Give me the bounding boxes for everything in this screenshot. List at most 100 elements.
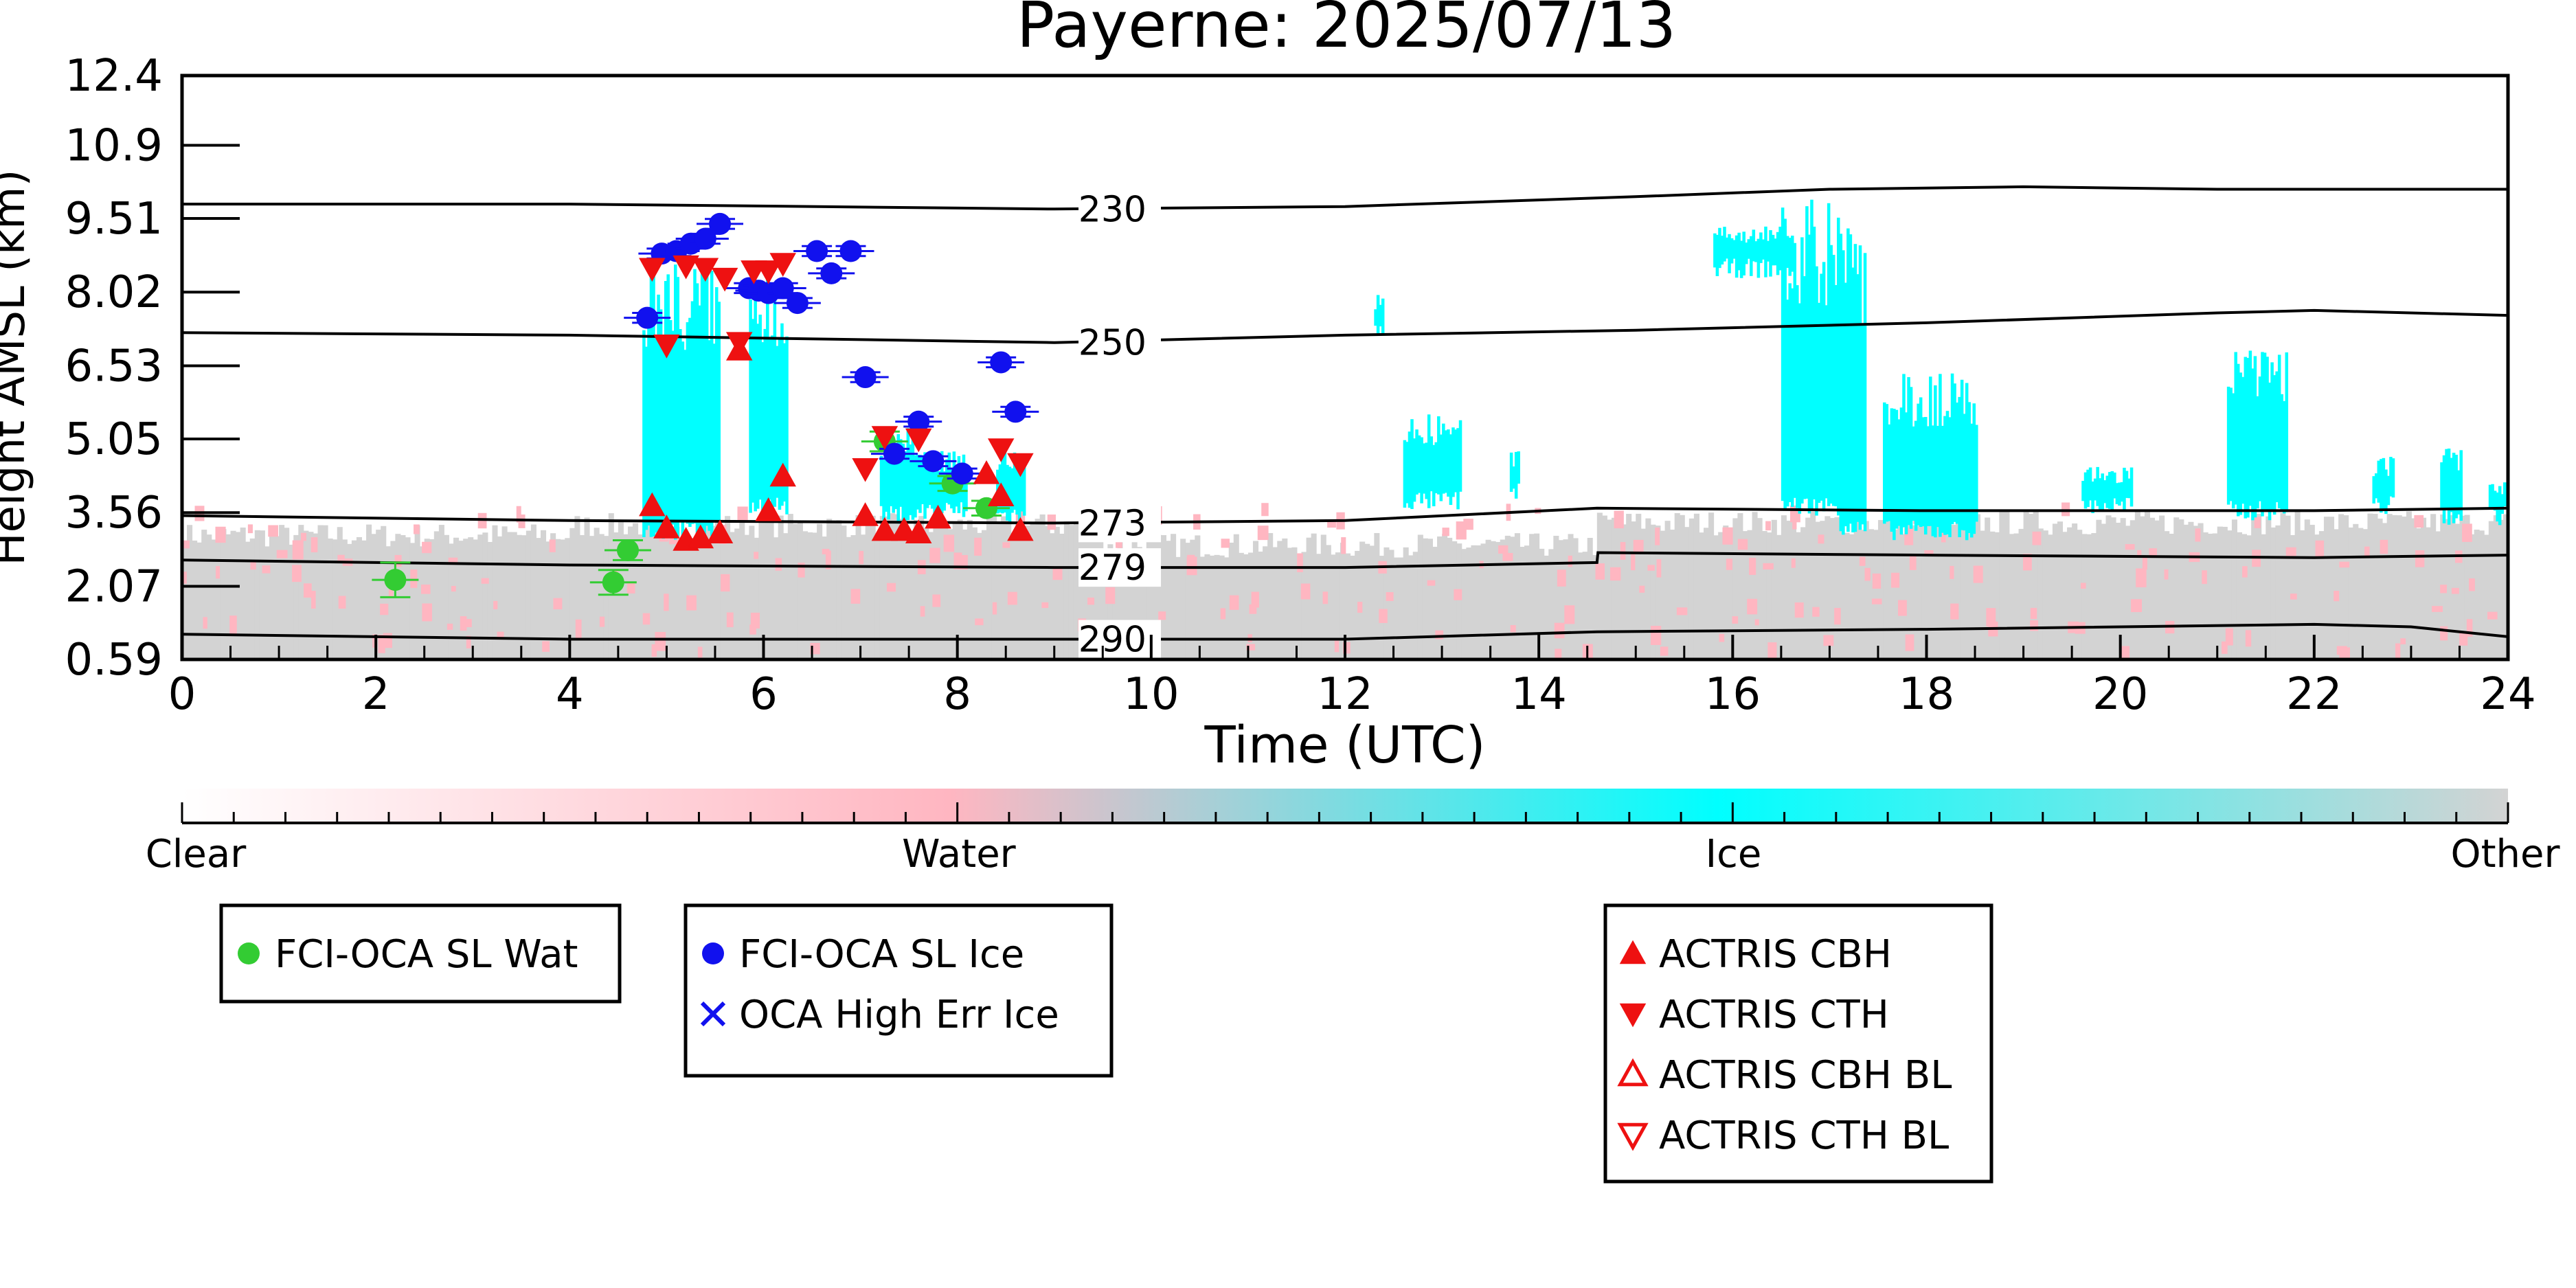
- legend-label: ACTRIS CBH: [1659, 932, 1892, 977]
- y-tick-label: 3.56: [65, 488, 163, 539]
- actris-cbh-point: [905, 519, 932, 543]
- legend-marker: [1619, 1003, 1647, 1028]
- actris-cth-point: [639, 258, 666, 282]
- isotherm-279-label-bg: [1078, 548, 1162, 587]
- isotherm-273-label: 273: [1078, 503, 1146, 544]
- actris-cbh-point: [639, 492, 666, 517]
- fci-oca-sl-wat-point: [602, 571, 624, 594]
- y-tick-label: 10.9: [65, 120, 163, 171]
- actris-cth-point: [987, 438, 1015, 462]
- x-tick-label: 16: [1705, 669, 1761, 720]
- isotherm-230-label-bg: [1078, 190, 1162, 229]
- isotherm-290-line: [181, 622, 2509, 641]
- y-tick-label: 12.4: [65, 51, 163, 102]
- fci-oca-sl-ice-point: [1004, 400, 1027, 423]
- colorbar-gradient: [182, 789, 2508, 823]
- legend-marker: [1619, 940, 1647, 964]
- actris-cth-point: [852, 458, 879, 482]
- legend-label: ACTRIS CTH BL: [1659, 1114, 1949, 1158]
- actris-cbh-point: [653, 515, 680, 539]
- fci-oca-sl-ice-point: [951, 462, 973, 485]
- fci-oca-sl-ice-point: [820, 262, 843, 284]
- x-tick-label: 0: [168, 669, 196, 720]
- legend-label: OCA High Err Ice: [739, 993, 1059, 1037]
- isotherm-230-label: 230: [1078, 189, 1146, 230]
- retrieval-markers: [372, 212, 1039, 598]
- actris-cth-point: [871, 426, 899, 450]
- fci-oca-sl-ice-point: [709, 212, 732, 235]
- legend-marker: [1617, 1058, 1649, 1087]
- fci-oca-sl-ice-point: [907, 410, 930, 433]
- x-tick-label: 18: [1899, 669, 1954, 720]
- x-tick-label: 14: [1511, 669, 1566, 720]
- fci-oca-sl-wat-point: [384, 569, 407, 591]
- actris-cbh-point: [706, 519, 734, 543]
- actris-cth-point: [725, 332, 753, 357]
- y-tick-label: 6.53: [65, 341, 163, 392]
- actris-cth-point: [1007, 453, 1034, 477]
- fci-oca-sl-ice-point: [786, 292, 809, 315]
- legend-marker: [238, 942, 260, 964]
- y-axis-label: Height AMSL (km): [0, 170, 35, 566]
- actris-cbh-point: [925, 504, 951, 529]
- x-tick-label: 10: [1123, 669, 1179, 720]
- x-tick-label: 8: [943, 669, 971, 720]
- x-tick-label: 22: [2286, 669, 2342, 720]
- actris-cbh-point: [1007, 517, 1034, 541]
- fci-oca-sl-ice-point: [990, 351, 1013, 374]
- y-tick-label: 2.07: [65, 561, 163, 612]
- x-axis: 0 2 4 6 8 10 12 14 16 18 20 22 24: [168, 635, 2536, 720]
- actris-cbh-point: [852, 502, 879, 526]
- colorbar-label-other: Other: [2450, 832, 2560, 877]
- fci-oca-sl-ice-point: [922, 450, 945, 473]
- fci-oca-sl-ice-point: [839, 240, 862, 262]
- actris-cbh-point: [755, 497, 782, 521]
- fci-oca-sl-ice-point: [694, 227, 716, 250]
- isotherm-290-label: 290: [1078, 619, 1146, 660]
- colorbar-label-clear: Clear: [146, 832, 247, 877]
- actris-cth-point: [755, 260, 782, 284]
- isotherm-230-line: [182, 185, 2508, 211]
- fci-oca-sl-ice-point: [636, 306, 659, 329]
- y-tick-label: 5.05: [65, 414, 163, 465]
- legend-marker: [700, 1001, 726, 1027]
- legend-label: ACTRIS CBH BL: [1659, 1053, 1952, 1098]
- legend-label: FCI-OCA SL Wat: [275, 932, 578, 977]
- actris-cth-point: [905, 428, 932, 453]
- colorbar-label-water: Water: [902, 832, 1017, 877]
- legend-box: [683, 903, 1114, 1078]
- y-axis: 0.59 2.07 3.56 5.05 6.53 8.02 9.51 10.9 12.4: [65, 51, 240, 686]
- isotherm-273-label-bg: [1078, 504, 1162, 543]
- actris-cth-point: [653, 335, 680, 359]
- legend-label: ACTRIS CTH: [1659, 993, 1889, 1037]
- fci-oca-sl-ice-point: [883, 442, 905, 465]
- y-tick-label: 9.51: [65, 194, 163, 245]
- chart-title: Payerne: 2025/07/13: [1017, 0, 1676, 62]
- x-axis-label: Time (UTC): [1204, 716, 1485, 775]
- x-tick-label: 20: [2092, 669, 2148, 720]
- isotherm-250-label: 250: [1078, 323, 1146, 364]
- isotherm-290-label-bg: [1078, 620, 1162, 659]
- isotherm-250-label-bg: [1078, 323, 1162, 362]
- isotherm-273-line: [181, 506, 2509, 525]
- phase-colorbar: Clear Water Ice Other: [146, 789, 2560, 877]
- legend-box: [1603, 903, 1993, 1184]
- isotherm-279-line: [181, 551, 2509, 569]
- fci-oca-sl-ice-point: [806, 240, 828, 262]
- legend-box: [219, 903, 622, 1004]
- actris-cbh-point: [987, 482, 1015, 506]
- y-tick-label: 0.59: [65, 635, 163, 686]
- actris-cbh-point: [687, 524, 714, 549]
- fci-oca-sl-ice-point: [771, 277, 794, 300]
- actris-cbh-point: [871, 517, 899, 541]
- actris-cbh-point: [769, 462, 796, 487]
- colorbar-label-ice: Ice: [1706, 832, 1762, 877]
- y-tick-label: 8.02: [65, 267, 163, 318]
- actris-cbh-point: [973, 460, 1000, 484]
- cloud-phase-field: [182, 199, 2508, 659]
- isotherm-250-line: [181, 308, 2509, 344]
- legend-marker: [702, 942, 724, 964]
